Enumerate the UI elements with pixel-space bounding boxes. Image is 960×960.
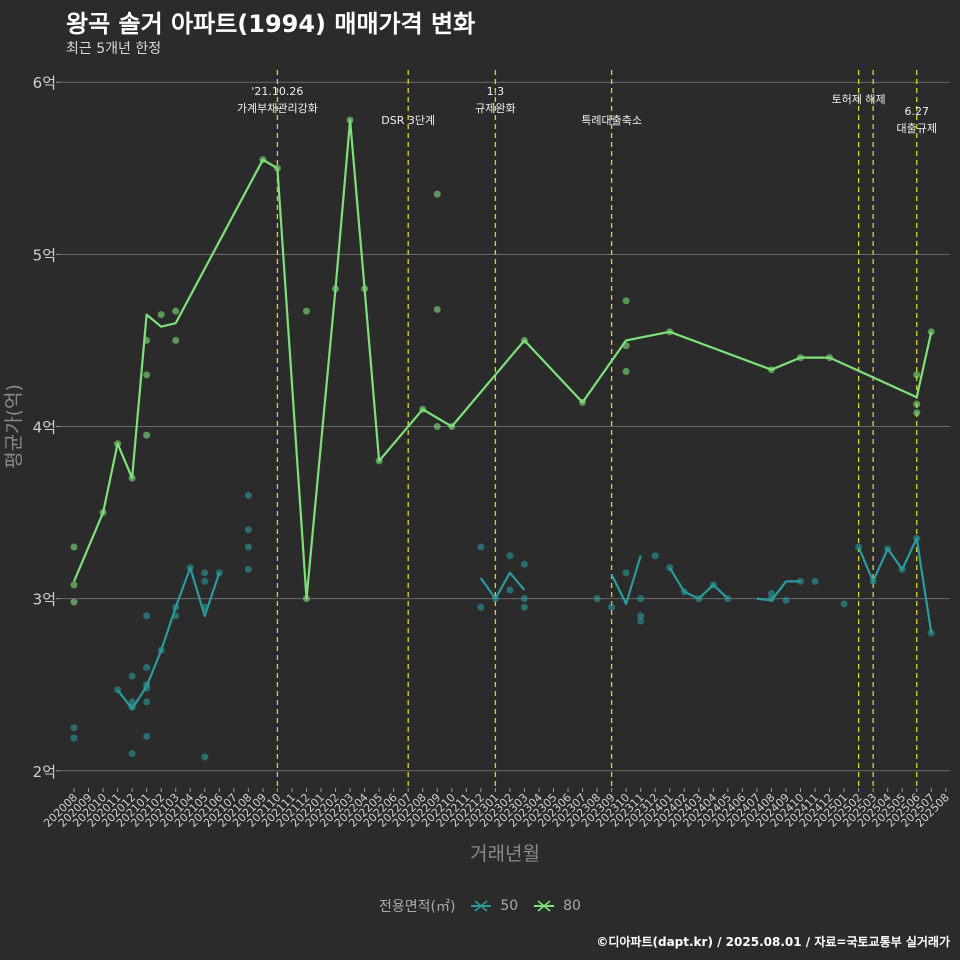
data-point xyxy=(70,581,78,589)
series-line xyxy=(857,537,933,634)
chart-title: 왕곡 솔거 아파트(1994) 매매가격 변화 xyxy=(66,10,476,38)
data-point xyxy=(506,586,514,594)
data-point xyxy=(520,603,528,611)
data-point xyxy=(70,543,78,551)
policy-annotation: 가계부채관리강화 xyxy=(237,102,318,115)
data-point xyxy=(128,698,136,706)
y-tick-label: 2억 xyxy=(33,763,56,781)
data-point xyxy=(201,569,209,577)
data-point xyxy=(433,423,441,430)
data-point xyxy=(143,431,151,439)
data-point xyxy=(477,543,485,551)
policy-annotation: 1.3 xyxy=(487,85,505,98)
y-tick-label: 5억 xyxy=(33,246,56,264)
policy-annotation: 토허제 해제 xyxy=(832,92,886,106)
data-point xyxy=(913,371,921,379)
legend-label-50: 50 xyxy=(500,898,519,914)
data-point xyxy=(622,297,630,305)
data-point xyxy=(143,612,151,620)
data-point xyxy=(433,190,441,198)
legend-key-80-icon xyxy=(533,900,554,912)
data-point xyxy=(302,307,310,315)
data-point xyxy=(608,603,616,611)
series-line xyxy=(72,118,933,600)
data-point xyxy=(477,603,485,611)
data-point xyxy=(128,750,136,758)
data-point xyxy=(201,753,209,761)
data-point xyxy=(637,612,645,620)
data-point xyxy=(128,672,136,680)
series-line xyxy=(116,566,221,710)
data-point xyxy=(520,595,528,603)
data-point xyxy=(244,526,252,534)
data-point xyxy=(143,371,151,379)
data-point xyxy=(840,600,848,608)
x-axis-title: 거래년월 xyxy=(470,843,540,865)
series-50 xyxy=(70,491,935,761)
y-tick-label: 3억 xyxy=(33,591,56,609)
legend-label-80: 80 xyxy=(563,898,581,914)
policy-annotation: 6.27 xyxy=(904,105,929,118)
data-point xyxy=(157,311,165,319)
y-axis-title: 평균가(억) xyxy=(3,384,25,469)
series-80 xyxy=(70,116,935,606)
data-point xyxy=(172,307,180,315)
data-point xyxy=(143,732,151,740)
data-point xyxy=(201,577,209,585)
policy-annotation: 대출규제 xyxy=(896,122,936,135)
y-tick-label: 6억 xyxy=(33,74,56,92)
data-point xyxy=(637,595,645,603)
data-point xyxy=(593,595,601,603)
data-point xyxy=(70,598,78,606)
data-point xyxy=(70,734,78,742)
policy-annotation: 특례대출축소 xyxy=(581,114,642,127)
policy-annotation: DSR 3단계 xyxy=(381,114,435,127)
data-point xyxy=(506,552,514,560)
legend-key-50-icon xyxy=(470,900,491,912)
data-point xyxy=(622,367,630,375)
policy-annotation: '21.10.26 xyxy=(251,85,303,98)
data-point xyxy=(913,400,921,408)
data-point xyxy=(244,565,252,573)
policy-annotation: 규제완화 xyxy=(475,102,515,115)
data-point xyxy=(520,560,528,568)
data-point xyxy=(244,491,252,499)
legend-title: 전용면적(㎡) xyxy=(379,899,456,915)
data-point xyxy=(637,617,645,625)
series-line xyxy=(756,580,801,602)
data-point xyxy=(782,596,790,604)
data-point xyxy=(767,589,775,597)
data-point xyxy=(143,664,151,671)
chart-subtitle: 최근 5개년 한정 xyxy=(66,41,162,57)
data-point xyxy=(622,569,630,577)
data-point xyxy=(172,336,180,344)
data-point xyxy=(811,577,819,585)
data-point xyxy=(651,552,659,560)
series-line xyxy=(668,567,729,600)
data-point xyxy=(244,543,252,551)
source-caption: ©디아파트(dapt.kr) / 2025.08.01 / 자료=국토교통부 실… xyxy=(596,935,950,949)
y-tick-label: 4억 xyxy=(33,419,56,437)
data-point xyxy=(70,724,78,732)
series-line xyxy=(610,555,642,605)
legend: 전용면적(㎡) 50 80 xyxy=(0,896,960,916)
data-point xyxy=(433,305,441,313)
data-point xyxy=(913,409,921,417)
series-line xyxy=(479,571,526,600)
data-point xyxy=(143,698,151,706)
